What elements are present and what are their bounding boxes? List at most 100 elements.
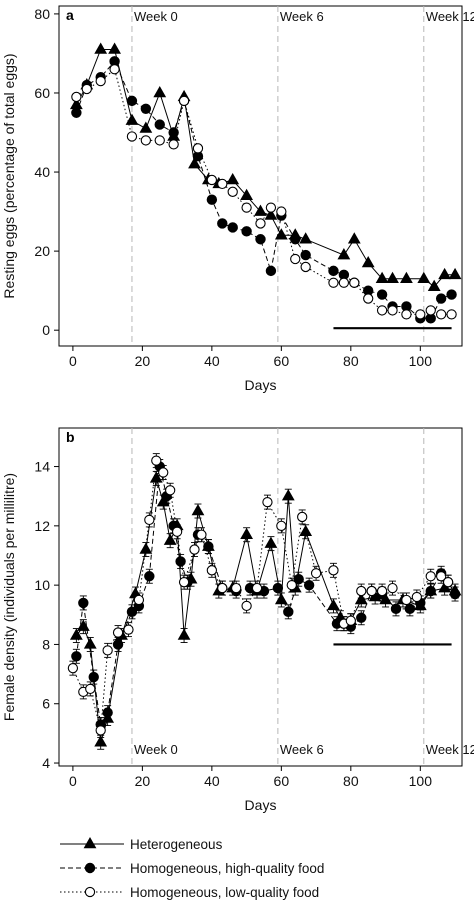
week-marker-label: Week 12 bbox=[426, 742, 474, 757]
data-point bbox=[67, 663, 79, 674]
data-point bbox=[144, 571, 155, 582]
data-point bbox=[376, 305, 388, 316]
data-point bbox=[94, 42, 108, 54]
data-point bbox=[345, 615, 356, 626]
data-point bbox=[94, 735, 108, 747]
data-point bbox=[366, 585, 377, 597]
y-tick-label: 0 bbox=[42, 322, 50, 338]
data-point bbox=[299, 524, 313, 537]
data-point bbox=[171, 526, 183, 537]
data-point bbox=[290, 253, 301, 265]
data-point bbox=[217, 218, 228, 229]
data-point bbox=[290, 234, 301, 245]
data-point bbox=[293, 574, 304, 585]
series-line bbox=[75, 49, 456, 288]
week-marker-label: Week 0 bbox=[134, 742, 178, 757]
data-point bbox=[276, 520, 287, 531]
series-0 bbox=[69, 42, 462, 291]
data-point bbox=[71, 651, 82, 662]
data-point bbox=[363, 293, 374, 304]
data-point bbox=[217, 178, 228, 190]
data-point bbox=[154, 135, 165, 146]
data-point bbox=[337, 248, 351, 260]
data-point bbox=[297, 511, 308, 523]
data-point bbox=[95, 75, 106, 87]
data-point bbox=[139, 542, 153, 554]
y-tick-label: 10 bbox=[34, 577, 50, 593]
series-2 bbox=[67, 453, 454, 738]
data-point bbox=[175, 556, 186, 567]
week-marker-label: Week 0 bbox=[134, 9, 178, 24]
data-point bbox=[154, 119, 165, 130]
data-point bbox=[206, 174, 218, 186]
y-axis-title: Female density (individuals per millilit… bbox=[1, 473, 17, 721]
plot-frame bbox=[58, 5, 463, 347]
data-point bbox=[361, 255, 375, 268]
x-tick-label: 100 bbox=[409, 353, 433, 369]
data-point bbox=[126, 95, 138, 107]
data-point bbox=[281, 489, 295, 501]
x-axis-title: Days bbox=[245, 377, 277, 393]
data-point bbox=[347, 232, 361, 244]
data-point bbox=[411, 591, 422, 603]
y-tick-label: 80 bbox=[34, 6, 50, 22]
chart-panel-b: b Week 0 Week 6 Week 12 0 20 40 60 80 100 4 6 8 10 12 1… bbox=[1, 427, 474, 813]
data-point bbox=[425, 571, 436, 582]
x-tick-label: 0 bbox=[69, 773, 77, 789]
data-point bbox=[300, 249, 311, 261]
data-point bbox=[417, 271, 431, 284]
panel-label: b bbox=[66, 429, 75, 445]
data-point bbox=[401, 309, 412, 320]
y-tick-label: 60 bbox=[34, 85, 50, 101]
y-tick-label: 20 bbox=[34, 243, 50, 259]
x-tick-label: 40 bbox=[204, 773, 220, 789]
data-point bbox=[231, 582, 242, 594]
data-point bbox=[438, 267, 452, 280]
data-point bbox=[400, 271, 413, 284]
data-point bbox=[196, 529, 207, 540]
data-point bbox=[254, 204, 267, 216]
data-point bbox=[356, 612, 367, 623]
x-tick-label: 0 bbox=[69, 353, 77, 369]
x-tick-label: 20 bbox=[135, 773, 151, 789]
data-point bbox=[264, 536, 278, 548]
legend: Heterogeneous Homogeneous, high-quality f… bbox=[60, 836, 324, 900]
y-tick-label: 8 bbox=[42, 636, 50, 652]
data-point bbox=[448, 267, 462, 280]
data-point bbox=[140, 135, 152, 146]
data-point bbox=[206, 194, 218, 205]
data-point bbox=[404, 603, 416, 615]
data-point bbox=[356, 585, 367, 597]
data-point bbox=[265, 265, 277, 277]
x-tick-label: 60 bbox=[274, 773, 290, 789]
data-point bbox=[303, 579, 315, 591]
data-point bbox=[283, 606, 294, 618]
data-point bbox=[276, 206, 287, 217]
data-point bbox=[390, 603, 402, 615]
data-point bbox=[255, 218, 266, 229]
data-point bbox=[241, 600, 252, 612]
data-point bbox=[387, 305, 398, 316]
data-point bbox=[328, 277, 339, 288]
data-point bbox=[177, 628, 191, 640]
y-tick-label: 12 bbox=[34, 518, 50, 534]
data-point bbox=[102, 645, 113, 656]
data-point bbox=[449, 588, 461, 600]
data-point bbox=[240, 527, 253, 539]
data-point bbox=[262, 496, 273, 508]
data-point bbox=[299, 232, 313, 244]
data-point bbox=[112, 627, 124, 638]
data-point bbox=[126, 131, 138, 142]
data-point bbox=[168, 139, 179, 150]
data-point bbox=[178, 95, 190, 107]
y-axis-title: Resting eggs (percentage of total eggs) bbox=[1, 53, 17, 298]
data-point bbox=[435, 293, 447, 304]
data-point bbox=[436, 309, 447, 320]
data-point bbox=[251, 582, 263, 594]
y-tick-label: 6 bbox=[42, 696, 50, 712]
data-point bbox=[241, 226, 252, 237]
data-point bbox=[328, 565, 339, 576]
data-point bbox=[83, 637, 97, 649]
data-point bbox=[206, 565, 218, 576]
data-point bbox=[401, 594, 412, 606]
